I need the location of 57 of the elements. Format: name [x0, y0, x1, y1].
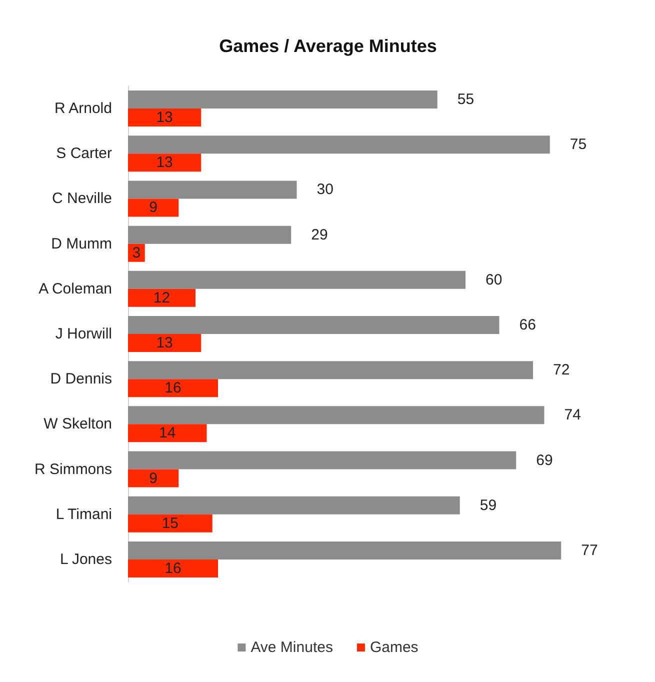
bar	[128, 136, 550, 154]
bar	[128, 334, 202, 352]
data-label: 12	[153, 289, 170, 306]
data-label: 69	[536, 452, 553, 469]
bar	[128, 406, 544, 424]
y-tick-label: S Carter	[56, 145, 112, 162]
bar	[128, 180, 297, 199]
data-label: 9	[149, 199, 158, 216]
bar	[128, 469, 179, 488]
bar	[128, 316, 500, 334]
data-label: 66	[519, 316, 536, 334]
y-tick-label: D Mumm	[51, 235, 112, 252]
bar	[128, 361, 533, 380]
bar	[128, 108, 202, 127]
data-label: 77	[581, 542, 598, 559]
data-label: 13	[156, 334, 173, 352]
y-tick-label: J Horwill	[55, 326, 112, 342]
data-label: 16	[164, 560, 182, 577]
bar	[128, 514, 212, 532]
data-label: 75	[570, 136, 587, 154]
chart-title: Games / Average Minutes	[219, 36, 437, 56]
data-label: 15	[162, 514, 179, 532]
y-tick-label: R Simmons	[34, 460, 112, 478]
legend-label: Ave Minutes	[250, 639, 333, 656]
data-label: 74	[564, 406, 581, 424]
data-label: 14	[159, 424, 176, 442]
data-label: 9	[149, 470, 158, 487]
bar	[128, 90, 438, 109]
bar	[128, 559, 218, 578]
bar	[128, 424, 207, 442]
y-tick-label: A Coleman	[38, 280, 112, 298]
bar	[128, 288, 196, 307]
data-label: 13	[156, 154, 173, 172]
y-tick-label: L Jones	[60, 550, 112, 568]
bar	[128, 226, 292, 244]
data-label: 3	[132, 244, 141, 262]
y-tick-label: L Timani	[56, 506, 112, 523]
data-label: 55	[457, 91, 474, 108]
data-label: 16	[164, 380, 182, 397]
y-tick-label: C Neville	[52, 190, 112, 208]
bar	[128, 451, 516, 470]
y-tick-label: R Arnold	[54, 100, 112, 118]
data-label: 13	[156, 109, 173, 126]
y-tick-label: W Skelton	[44, 416, 112, 433]
legend-label: Games	[370, 639, 418, 656]
data-label: 29	[311, 226, 328, 244]
data-label: 72	[553, 362, 570, 379]
bar	[128, 270, 466, 289]
y-tick-label: D Dennis	[50, 370, 112, 388]
bar	[128, 154, 202, 172]
data-label: 30	[316, 181, 334, 198]
data-label: 60	[486, 271, 502, 288]
data-label: 59	[480, 496, 497, 514]
bar	[128, 379, 218, 398]
bar	[128, 198, 179, 217]
bar	[128, 496, 460, 514]
bar	[128, 541, 562, 560]
